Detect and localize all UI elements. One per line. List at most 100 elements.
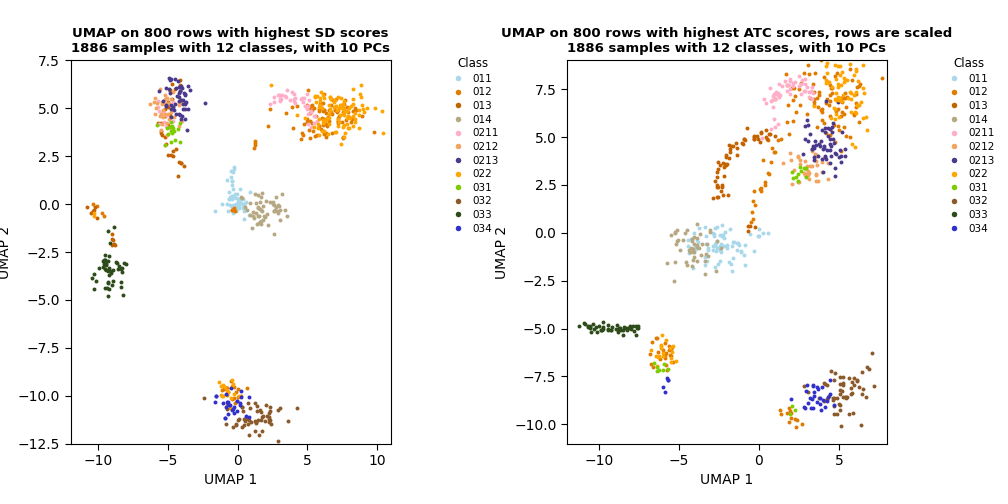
Point <box>763 97 779 105</box>
Point <box>174 105 191 113</box>
Point <box>833 372 849 381</box>
Point <box>730 151 746 159</box>
Point <box>655 346 671 354</box>
Point <box>224 194 240 202</box>
Point <box>753 184 769 192</box>
Point <box>827 149 843 157</box>
Point <box>844 108 860 116</box>
Point <box>724 267 740 275</box>
Point <box>94 209 110 217</box>
Point <box>336 105 352 113</box>
Point <box>304 101 321 109</box>
Point <box>96 263 112 271</box>
Point <box>167 136 183 144</box>
Point <box>323 95 339 103</box>
Point <box>339 120 355 129</box>
Point <box>849 376 865 385</box>
Point <box>147 104 163 112</box>
Point <box>845 409 861 417</box>
Point <box>826 401 842 409</box>
Point <box>337 107 353 115</box>
Point <box>253 206 269 214</box>
Point <box>752 138 768 146</box>
Point <box>323 101 339 109</box>
Point <box>331 104 347 112</box>
Point <box>317 119 333 127</box>
Point <box>783 414 799 422</box>
Point <box>836 110 852 118</box>
Point <box>805 95 822 103</box>
Point <box>236 215 252 223</box>
Point <box>335 103 351 111</box>
Point <box>745 197 761 205</box>
Point <box>846 72 862 80</box>
Point <box>826 396 842 404</box>
Point <box>800 121 816 129</box>
Point <box>818 397 835 405</box>
Point <box>770 89 786 97</box>
Point <box>750 232 766 240</box>
Point <box>817 61 834 70</box>
Point <box>828 172 844 180</box>
Point <box>324 95 340 103</box>
Point <box>847 110 863 118</box>
Point <box>713 187 729 195</box>
Point <box>316 90 332 98</box>
Point <box>771 80 787 88</box>
Point <box>158 123 174 132</box>
Point <box>800 93 816 101</box>
Point <box>764 96 780 104</box>
Point <box>778 81 794 89</box>
Point <box>823 142 839 150</box>
Point <box>224 204 240 212</box>
Point <box>801 88 817 96</box>
Point <box>225 209 241 217</box>
Point <box>196 394 212 402</box>
Point <box>153 126 169 134</box>
Point <box>223 394 239 402</box>
Point <box>830 122 846 130</box>
Point <box>208 392 224 400</box>
Point <box>272 91 288 99</box>
Point <box>668 357 684 365</box>
Point <box>610 328 626 336</box>
Point <box>151 112 167 120</box>
Point <box>306 112 323 120</box>
Point <box>746 132 762 140</box>
Point <box>823 84 839 92</box>
Point <box>713 240 729 248</box>
Point <box>167 100 183 108</box>
Point <box>842 133 858 141</box>
Point <box>277 206 293 214</box>
Point <box>802 87 818 95</box>
Point <box>661 351 677 359</box>
Point <box>313 88 330 96</box>
Y-axis label: UMAP 2: UMAP 2 <box>495 225 508 279</box>
Point <box>708 239 724 247</box>
Point <box>282 96 298 104</box>
Point <box>341 124 357 132</box>
Point <box>721 259 737 267</box>
Point <box>630 322 646 330</box>
Point <box>583 328 599 336</box>
Point <box>802 131 818 139</box>
Point <box>702 226 718 234</box>
Point <box>781 81 797 89</box>
Point <box>822 131 838 139</box>
Point <box>328 95 344 103</box>
Point <box>649 361 665 369</box>
Point <box>823 367 839 375</box>
Point <box>719 160 735 168</box>
Point <box>832 146 848 154</box>
Point <box>299 118 316 127</box>
Point <box>316 130 332 138</box>
Point <box>155 108 171 116</box>
Point <box>654 331 670 339</box>
Point <box>807 151 824 159</box>
Point <box>835 379 851 387</box>
Point <box>810 152 827 160</box>
Point <box>797 122 813 131</box>
Point <box>250 212 266 220</box>
Point <box>713 247 729 256</box>
Point <box>218 403 234 411</box>
